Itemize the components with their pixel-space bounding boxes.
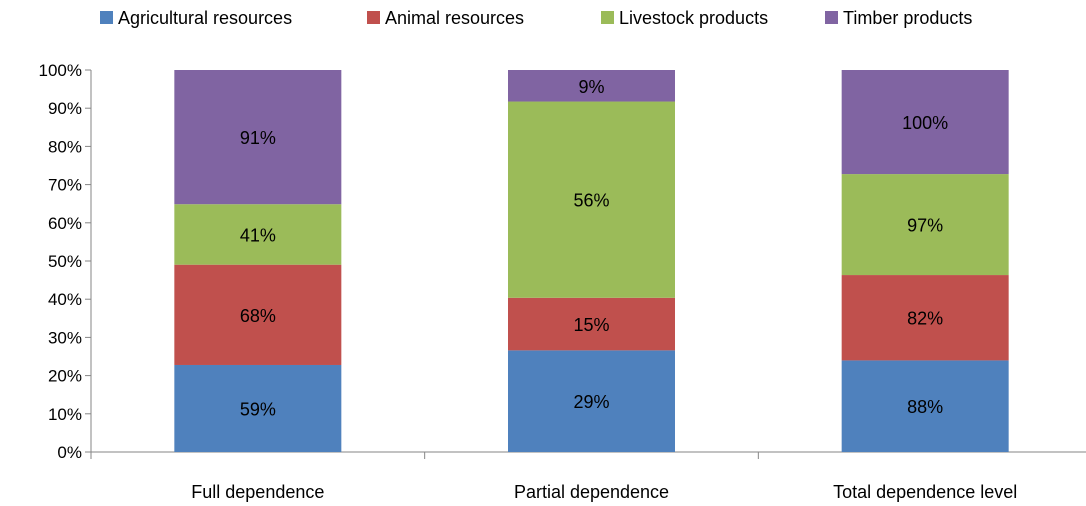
y-tick-label: 20% <box>48 367 82 386</box>
bar-timber-products-total-dependence-level <box>841 70 1009 175</box>
bars: 59% 68% 41% 91% 29% 15% 56% 9% 88% 82% 97% 100% <box>174 70 1009 452</box>
x-category-label-partial-dependence: Partial dependence <box>514 482 669 502</box>
legend-label-agricultural-resources: Agricultural resources <box>118 8 292 28</box>
bar-animal-resources-total-dependence-level <box>841 275 1009 361</box>
legend-swatch-livestock-products <box>601 11 614 24</box>
y-tick-label: 100% <box>39 61 82 80</box>
y-tick-label: 30% <box>48 328 82 347</box>
bar-stack-full-dependence: 59% 68% 41% 91% <box>174 70 342 452</box>
y-tick-label: 40% <box>48 290 82 309</box>
bar-timber-products-full-dependence <box>174 70 342 205</box>
x-category-label-total-dependence-level: Total dependence level <box>833 482 1017 502</box>
legend-label-animal-resources: Animal resources <box>385 8 524 28</box>
data-label-livestock-products-partial-dependence: 56% <box>573 191 609 211</box>
legend-swatch-animal-resources <box>367 11 380 24</box>
data-label-agricultural-resources-total-dependence-level: 88% <box>907 397 943 417</box>
y-tick-label: 50% <box>48 252 82 271</box>
data-label-animal-resources-total-dependence-level: 82% <box>907 309 943 329</box>
data-label-animal-resources-full-dependence: 68% <box>240 306 276 326</box>
y-tick-label: 70% <box>48 176 82 195</box>
y-tick-label: 80% <box>48 137 82 156</box>
bar-animal-resources-partial-dependence <box>508 297 675 351</box>
data-label-livestock-products-total-dependence-level: 97% <box>907 216 943 236</box>
bar-animal-resources-full-dependence <box>174 264 342 365</box>
legend-item-agricultural-resources: Agricultural resources <box>100 8 292 28</box>
bar-agricultural-resources-partial-dependence <box>508 350 675 452</box>
y-tick-label: 60% <box>48 214 82 233</box>
bar-stack-total-dependence-level: 88% 82% 97% 100% <box>841 70 1009 452</box>
legend-label-timber-products: Timber products <box>843 8 972 28</box>
data-label-agricultural-resources-partial-dependence: 29% <box>573 392 609 412</box>
bar-stack-partial-dependence: 29% 15% 56% 9% <box>508 70 675 452</box>
bar-livestock-products-partial-dependence <box>508 101 675 298</box>
bar-timber-products-partial-dependence <box>508 70 675 102</box>
legend-label-livestock-products: Livestock products <box>619 8 768 28</box>
x-category-label-full-dependence: Full dependence <box>191 482 324 502</box>
data-label-timber-products-full-dependence: 91% <box>240 128 276 148</box>
bar-livestock-products-full-dependence <box>174 204 342 265</box>
y-tick-label: 10% <box>48 405 82 424</box>
data-label-animal-resources-partial-dependence: 15% <box>573 315 609 335</box>
data-label-livestock-products-full-dependence: 41% <box>240 225 276 245</box>
y-axis: 0% 10% 20% 30% 40% 50% 60% 70% 80% 90% 100% <box>39 61 92 462</box>
bar-agricultural-resources-total-dependence-level <box>841 360 1009 452</box>
legend-item-livestock-products: Livestock products <box>601 8 768 28</box>
y-tick-label: 0% <box>57 443 82 462</box>
legend-item-timber-products: Timber products <box>825 8 972 28</box>
legend: Agricultural resources Animal resources Li… <box>100 8 972 28</box>
legend-swatch-agricultural-resources <box>100 11 113 24</box>
x-axis: Full dependence Partial dependence Total d… <box>90 451 1086 502</box>
data-label-timber-products-partial-dependence: 9% <box>578 77 604 97</box>
data-label-agricultural-resources-full-dependence: 59% <box>240 399 276 419</box>
bar-livestock-products-total-dependence-level <box>841 174 1009 276</box>
legend-swatch-timber-products <box>825 11 838 24</box>
data-label-timber-products-total-dependence-level: 100% <box>902 113 948 133</box>
y-tick-label: 90% <box>48 99 82 118</box>
bar-agricultural-resources-full-dependence <box>174 364 342 452</box>
legend-item-animal-resources: Animal resources <box>367 8 524 28</box>
